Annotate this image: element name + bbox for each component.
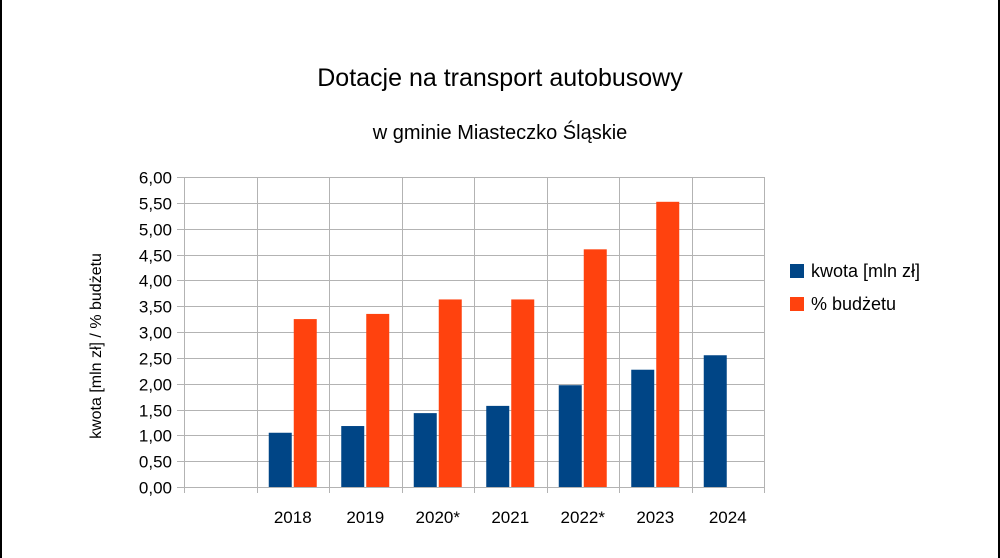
bar-kwota <box>631 369 655 487</box>
legend-label: kwota [mln zł] <box>811 261 920 281</box>
x-tick-label: 2024 <box>709 508 747 527</box>
bar-budzet <box>583 249 607 487</box>
y-tick-label: 1,50 <box>139 402 172 421</box>
y-tick-label: 2,50 <box>139 350 172 369</box>
y-tick-label: 4,50 <box>139 247 172 266</box>
x-tick-label: 2022* <box>561 508 606 527</box>
bar-kwota <box>341 426 365 487</box>
y-axis-ticks: 0,00 0,50 1,00 1,50 2,00 2,50 3,00 3,50 4,00 4,50… <box>139 169 172 498</box>
x-tick-label: 2019 <box>346 508 384 527</box>
legend-swatch <box>790 297 804 311</box>
y-axis-label: kwota [mln zł] / % budżetu <box>88 253 105 439</box>
bar-budzet <box>293 319 317 487</box>
chart-title: Dotacje na transport autobusowy <box>317 64 683 92</box>
bar-budzet <box>438 299 462 487</box>
x-tick-label: 2023 <box>636 508 674 527</box>
bar-budzet <box>656 201 680 488</box>
y-tick-label: 5,50 <box>139 195 172 214</box>
bar-budzet <box>366 313 390 487</box>
y-tick-label: 3,50 <box>139 298 172 317</box>
bar-kwota <box>558 385 582 487</box>
y-tick-label: 1,00 <box>139 427 172 446</box>
legend: kwota [mln zł] % budżetu <box>790 261 920 314</box>
y-tick-label: 0,50 <box>139 453 172 472</box>
x-axis-ticks: 2018 2019 2020* 2021 2022* 2023 2024 <box>274 508 747 527</box>
y-tick-label: 6,00 <box>139 169 172 188</box>
bar-budzet <box>511 299 535 487</box>
y-tick-label: 3,00 <box>139 324 172 343</box>
y-tick-label: 0,00 <box>139 479 172 498</box>
bar-kwota <box>703 355 727 487</box>
legend-swatch <box>790 264 804 278</box>
bars <box>268 201 727 488</box>
x-tick-label: 2020* <box>416 508 461 527</box>
legend-label: % budżetu <box>811 294 896 314</box>
bar-kwota <box>413 413 437 487</box>
bar-kwota <box>268 432 292 487</box>
y-tick-label: 2,00 <box>139 376 172 395</box>
x-tick-label: 2018 <box>274 508 312 527</box>
chart-subtitle: w gminie Miasteczko Śląskie <box>372 122 628 144</box>
y-tick-label: 5,00 <box>139 221 172 240</box>
x-tick-label: 2021 <box>491 508 529 527</box>
y-tick-label: 4,00 <box>139 272 172 291</box>
bar-kwota <box>486 405 510 487</box>
